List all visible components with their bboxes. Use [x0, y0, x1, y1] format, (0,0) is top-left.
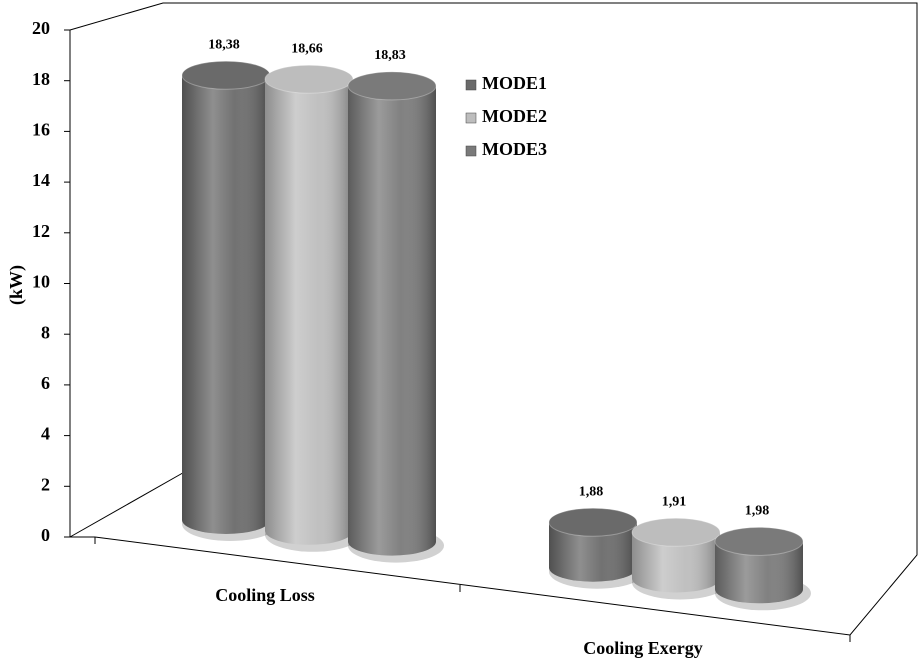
cylinder-top [548, 507, 638, 537]
y-tick-label: 6 [41, 373, 50, 393]
floor-left-edge [69, 469, 189, 538]
legend-swatch [465, 79, 477, 91]
value-label: 18,38 [208, 37, 240, 52]
value-label: 18,66 [291, 41, 323, 56]
y-tick-label: 16 [32, 120, 50, 140]
value-label: 1,98 [745, 504, 770, 519]
y-tick-label: 14 [32, 170, 50, 190]
cylinder-shade [265, 79, 353, 545]
value-label: 1,88 [579, 484, 604, 499]
legend-label: MODE1 [482, 73, 547, 93]
cylinder-top [181, 60, 271, 90]
y-tick-label: 4 [41, 424, 50, 444]
cylinder-shade [632, 532, 720, 593]
legend-label: MODE2 [482, 106, 547, 126]
cylinder-shade [715, 541, 803, 604]
y-tick-label: 18 [32, 69, 50, 89]
y-axis-label: (kW) [6, 265, 27, 305]
y-tick-label: 20 [32, 18, 50, 38]
value-label: 18,83 [374, 48, 406, 63]
cylinder-top [264, 64, 354, 94]
y-tick-label: 10 [32, 272, 50, 292]
x-tick-label: Cooling Exergy [583, 638, 703, 658]
legend-swatch [465, 145, 477, 157]
cylinder-top [631, 517, 721, 547]
x-tick-label: Cooling Loss [215, 585, 315, 605]
cylinder-shade [348, 85, 436, 556]
value-label: 1,91 [662, 494, 687, 509]
y-tick-label: 8 [41, 322, 50, 342]
y-tick-label: 12 [32, 221, 50, 241]
legend-label: MODE3 [482, 139, 547, 159]
legend-swatch [465, 112, 477, 124]
y-tick-label: 2 [41, 474, 50, 494]
cylinder-top [714, 526, 804, 556]
y-tick-label: 0 [41, 525, 50, 545]
wall-outline [69, 2, 918, 636]
cylinder-shade [549, 522, 637, 582]
cylinder-shade [182, 75, 270, 534]
cylinder-top [347, 71, 437, 101]
